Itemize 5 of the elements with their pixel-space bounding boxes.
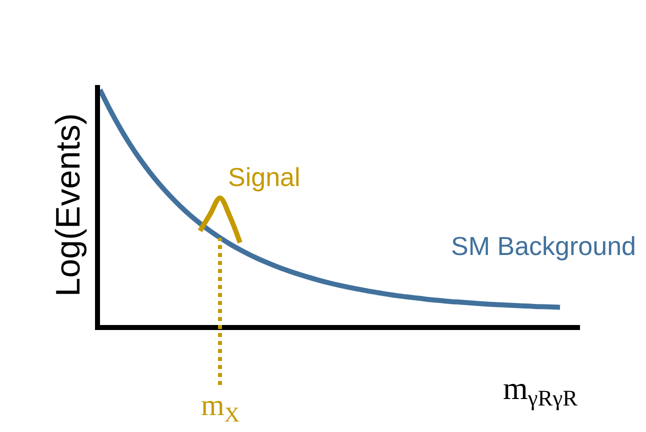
x-axis-title: m$_{γRγR}$ [503, 370, 578, 411]
y-axis-title: Log(Events) [50, 113, 88, 297]
series-label: Signal [228, 162, 300, 192]
text: m$_{X}$ [201, 389, 240, 426]
series-label: SM Background [451, 231, 636, 261]
